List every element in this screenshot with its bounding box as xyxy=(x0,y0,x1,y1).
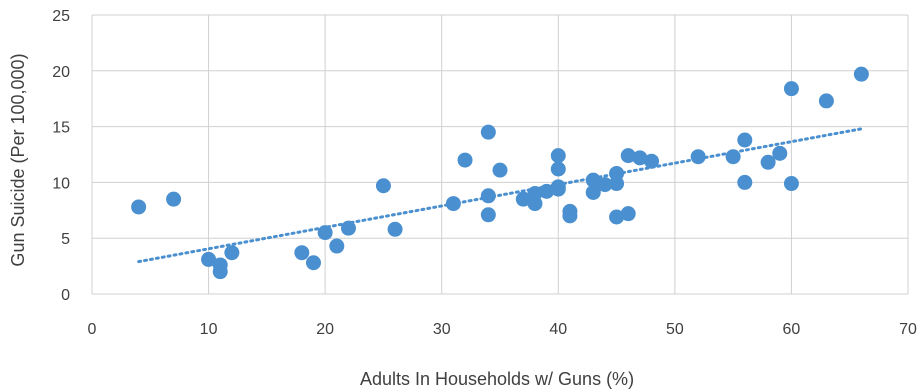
data-point xyxy=(445,196,461,212)
data-point xyxy=(609,209,625,225)
y-tick-label: 10 xyxy=(52,175,70,192)
x-tick-label: 70 xyxy=(899,321,917,338)
data-point xyxy=(853,66,869,82)
data-point xyxy=(737,132,753,148)
y-tick-label: 15 xyxy=(52,120,70,137)
data-point xyxy=(480,124,496,140)
data-point xyxy=(166,191,182,207)
data-points xyxy=(131,66,869,280)
data-point xyxy=(644,153,660,169)
data-point xyxy=(212,264,228,280)
data-point xyxy=(201,251,217,267)
data-point xyxy=(340,220,356,236)
data-point xyxy=(550,161,566,177)
data-point xyxy=(597,177,613,193)
data-point xyxy=(539,183,555,199)
data-point xyxy=(527,186,543,202)
data-point xyxy=(690,149,706,165)
trendline-layer xyxy=(137,127,863,264)
x-tick-label: 30 xyxy=(433,321,451,338)
y-tick-label: 0 xyxy=(61,287,70,304)
data-point xyxy=(480,207,496,223)
data-point xyxy=(457,152,473,168)
data-point xyxy=(480,188,496,204)
data-point xyxy=(224,245,240,261)
x-tick-label: 50 xyxy=(666,321,684,338)
x-tick-label: 60 xyxy=(783,321,801,338)
data-point xyxy=(783,176,799,192)
data-point xyxy=(387,221,403,237)
y-tick-label: 20 xyxy=(52,64,70,81)
data-point xyxy=(305,255,321,271)
grid-lines xyxy=(91,14,909,295)
data-point xyxy=(585,184,601,200)
data-point xyxy=(492,162,508,178)
data-point xyxy=(550,181,566,197)
data-point xyxy=(515,191,531,207)
data-point xyxy=(375,178,391,194)
data-point xyxy=(550,148,566,164)
x-tick-label: 10 xyxy=(200,321,218,338)
data-point xyxy=(725,149,741,165)
data-point xyxy=(760,154,776,170)
data-point xyxy=(620,206,636,222)
data-point xyxy=(783,81,799,97)
data-point xyxy=(317,225,333,241)
data-point xyxy=(294,245,310,261)
y-tick-label: 5 xyxy=(61,231,70,248)
data-point xyxy=(131,199,147,215)
x-tick-label: 0 xyxy=(88,321,97,338)
tick-labels: 0 5 10 15 20 25 0 10 20 30 40 50 60 70 xyxy=(52,8,917,338)
data-point xyxy=(562,208,578,224)
y-tick-label: 25 xyxy=(52,8,70,25)
trendline xyxy=(137,127,863,264)
y-axis-title: Gun Suicide (Per 100,000) xyxy=(8,53,28,266)
data-point xyxy=(818,93,834,109)
data-point xyxy=(609,165,625,181)
data-point xyxy=(737,174,753,190)
data-point xyxy=(620,148,636,164)
data-point xyxy=(329,238,345,254)
x-axis-title: Adults In Households w/ Guns (%) xyxy=(360,369,634,389)
data-point xyxy=(772,145,788,161)
data-point xyxy=(632,150,648,166)
data-point xyxy=(585,172,601,188)
x-tick-label: 40 xyxy=(549,321,567,338)
x-tick-label: 20 xyxy=(316,321,334,338)
